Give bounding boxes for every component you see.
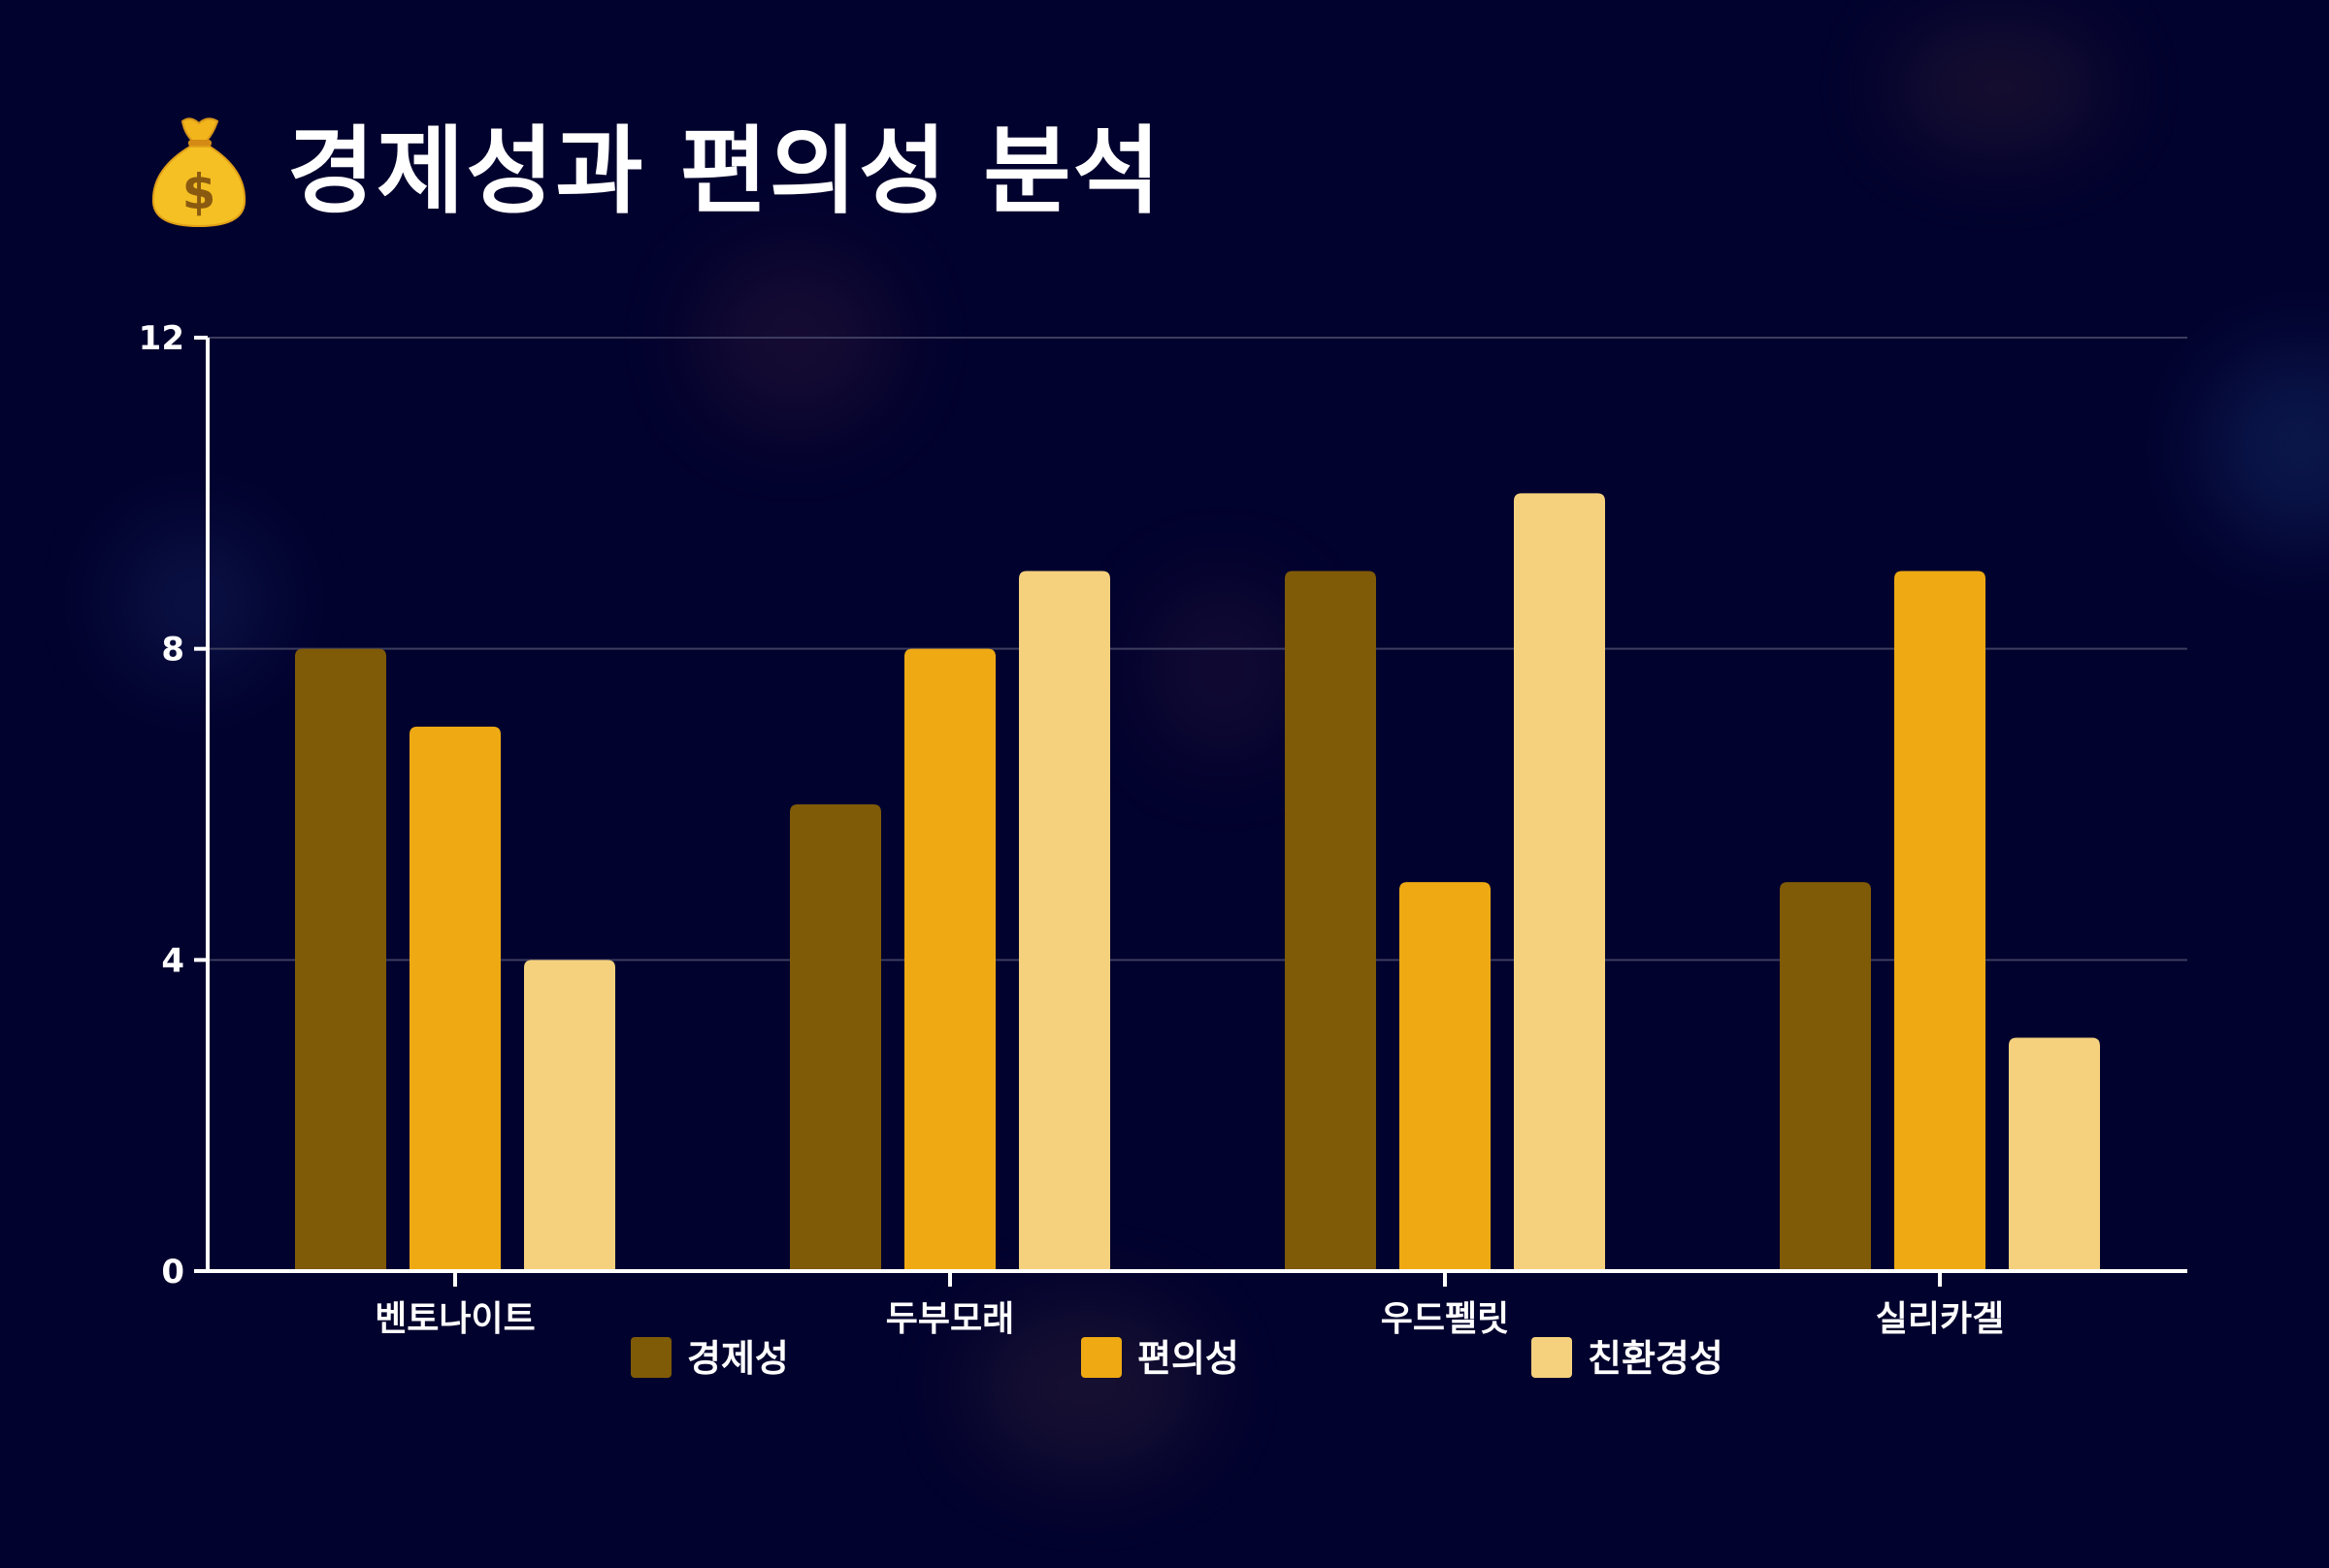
background-glow <box>699 252 893 427</box>
background-glow <box>1145 582 1300 757</box>
y-tick-label: 8 <box>161 631 184 670</box>
legend-label: 편의성 <box>1137 1337 1239 1380</box>
bar-4-3 <box>2009 1037 2100 1271</box>
bar-1-1 <box>295 648 386 1271</box>
x-tick-label: 벤토나이트 <box>375 1299 536 1339</box>
money-bag-icon: $ <box>151 117 246 228</box>
bar-4-2 <box>1894 571 1985 1271</box>
bar-2-3 <box>1019 571 1110 1271</box>
bar-2-1 <box>790 804 881 1271</box>
x-tick-label: 실리카겔 <box>1876 1299 2004 1339</box>
y-tick-label: 12 <box>139 319 184 358</box>
background-glow <box>970 1300 1203 1475</box>
bar-2-2 <box>904 648 996 1271</box>
bar-3-3 <box>1514 493 1605 1271</box>
svg-text:$: $ <box>182 164 216 220</box>
legend-label: 친환경성 <box>1588 1337 1723 1380</box>
legend-swatch <box>1531 1337 1572 1378</box>
background-glow <box>1892 19 2106 155</box>
x-tick-label: 두부모래 <box>886 1299 1014 1339</box>
chart-title-row: $ 경제성과 편의성 분석 <box>146 109 1163 235</box>
legend-swatch <box>631 1337 672 1378</box>
bar-3-2 <box>1399 882 1491 1271</box>
bar-3-1 <box>1285 571 1376 1271</box>
y-tick-label: 0 <box>161 1253 184 1291</box>
bar-1-3 <box>524 960 615 1271</box>
chart-title: 경제성과 편의성 분석 <box>287 116 1163 227</box>
legend-label: 경제성 <box>687 1337 789 1380</box>
x-tick-label: 우드펠릿 <box>1381 1299 1509 1339</box>
legend-swatch <box>1081 1337 1122 1378</box>
background-glow <box>116 524 272 679</box>
bar-1-2 <box>410 726 501 1271</box>
bar-4-1 <box>1780 882 1871 1271</box>
y-tick-label: 4 <box>161 941 184 980</box>
